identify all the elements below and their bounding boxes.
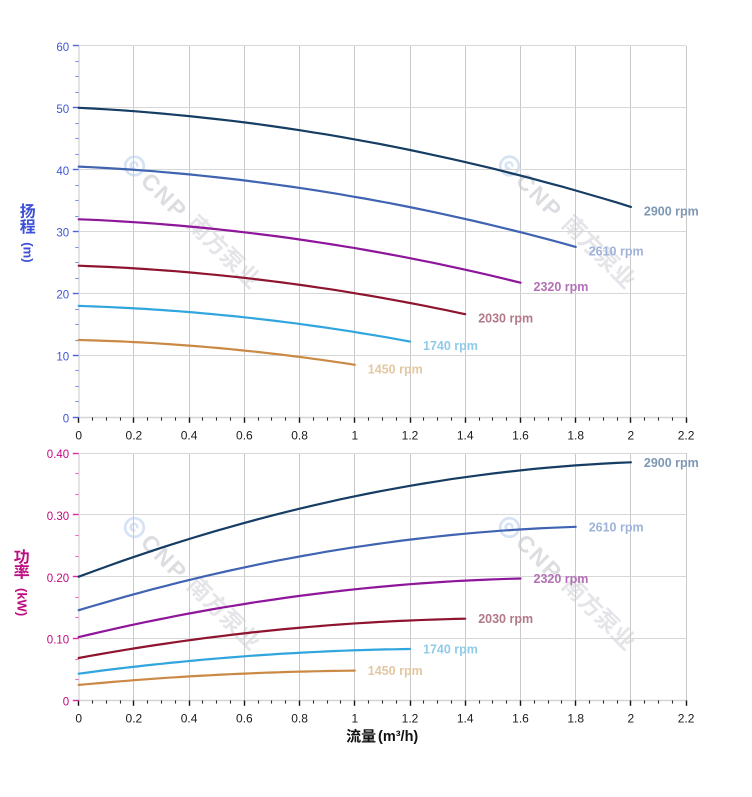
svg-text:0.2: 0.2 [126,429,143,443]
svg-text:2320 rpm: 2320 rpm [534,280,589,294]
svg-text:1.8: 1.8 [567,429,584,443]
svg-text:0.10: 0.10 [47,635,69,647]
svg-text:2900 rpm: 2900 rpm [644,456,699,470]
svg-text:30: 30 [56,228,69,240]
svg-text:1.2: 1.2 [402,429,419,443]
svg-text:1: 1 [351,712,358,726]
svg-text:2320 rpm: 2320 rpm [534,572,589,586]
svg-text:0: 0 [75,429,82,443]
svg-text:60: 60 [56,42,69,54]
svg-text:2.2: 2.2 [678,429,695,443]
svg-text:0: 0 [63,414,69,426]
svg-text:2: 2 [628,712,635,726]
svg-text:2610 rpm: 2610 rpm [589,520,644,534]
svg-text:2610 rpm: 2610 rpm [589,244,644,258]
svg-text:2: 2 [628,429,635,443]
svg-text:2030 rpm: 2030 rpm [478,612,533,626]
svg-text:0: 0 [63,697,69,709]
svg-text:1740 rpm: 1740 rpm [423,339,478,353]
svg-text:0.4: 0.4 [181,712,198,726]
svg-text:2.2: 2.2 [678,712,695,726]
svg-text:1.4: 1.4 [457,712,474,726]
svg-text:(m): (m) [20,242,35,262]
svg-text:0.6: 0.6 [236,429,253,443]
svg-text:2030 rpm: 2030 rpm [478,312,533,326]
svg-text:2900 rpm: 2900 rpm [644,204,699,218]
svg-text:1450 rpm: 1450 rpm [368,664,423,678]
svg-text:0.4: 0.4 [181,429,198,443]
svg-text:0.30: 0.30 [47,511,69,523]
svg-text:0.20: 0.20 [47,573,69,585]
svg-text:0.6: 0.6 [236,712,253,726]
svg-text:1.8: 1.8 [567,712,584,726]
svg-text:0.8: 0.8 [291,429,308,443]
svg-text:40: 40 [56,166,69,178]
svg-text:1.4: 1.4 [457,429,474,443]
svg-text:(m³/h): (m³/h) [378,729,418,745]
svg-text:0: 0 [75,712,82,726]
svg-text:0.2: 0.2 [126,712,143,726]
svg-text:10: 10 [56,352,69,364]
svg-text:1.6: 1.6 [512,429,529,443]
svg-text:1.2: 1.2 [402,712,419,726]
svg-text:0.8: 0.8 [291,712,308,726]
svg-text:20: 20 [56,290,69,302]
svg-text:50: 50 [56,104,69,116]
svg-text:1.6: 1.6 [512,712,529,726]
svg-text:0.40: 0.40 [47,449,69,461]
svg-text:(kW): (kW) [15,588,30,616]
svg-text:1450 rpm: 1450 rpm [368,362,423,376]
svg-text:1740 rpm: 1740 rpm [423,643,478,657]
svg-text:1: 1 [351,429,358,443]
